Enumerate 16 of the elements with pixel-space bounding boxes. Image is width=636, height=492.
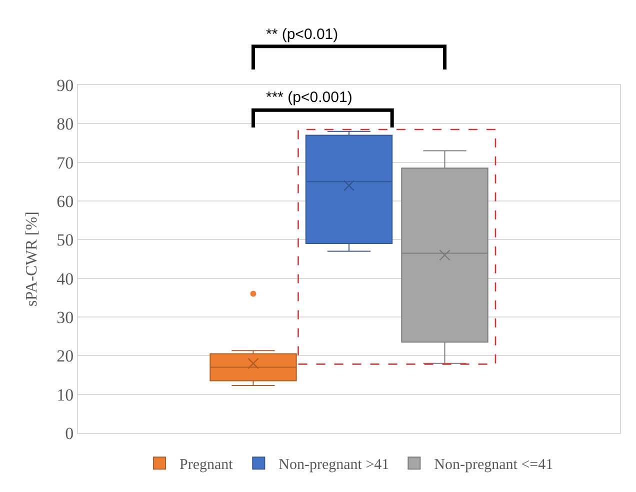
- annotation: *** (p<0.001): [266, 89, 352, 106]
- text: ** (p<0.01): [266, 26, 338, 43]
- legend-label: Pregnant: [180, 457, 234, 474]
- y-tick-label: 0: [65, 424, 74, 443]
- y-tick-label: 70: [56, 153, 74, 172]
- y-tick-label: 30: [56, 308, 74, 327]
- y-tick-label: 90: [56, 76, 74, 95]
- y-tick-label: 40: [56, 269, 74, 288]
- legend-label: Non-pregnant <=41: [434, 457, 554, 474]
- y-tick-label: 10: [56, 385, 74, 404]
- y-tick-label: 60: [56, 192, 74, 211]
- y-tick-label: 20: [56, 346, 74, 366]
- y-axis-title: sPA-CWR [%]: [24, 212, 40, 306]
- y-tick-label: 80: [56, 114, 74, 134]
- legend-label: Non-pregnant >41: [278, 457, 390, 474]
- y-tick-label: 50: [56, 230, 74, 250]
